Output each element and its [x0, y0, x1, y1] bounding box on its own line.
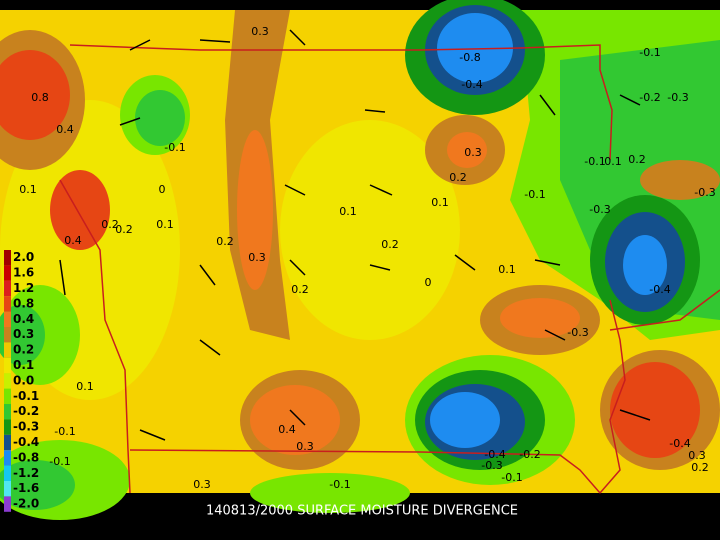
legend-swatch — [4, 357, 11, 374]
contour-label: 0.3 — [248, 251, 266, 264]
contour-label: -0.1 — [164, 141, 185, 154]
legend-label: -2.0 — [13, 497, 39, 511]
contour-label: 0.1 — [431, 196, 449, 209]
legend-swatch — [4, 311, 11, 327]
legend-swatch — [4, 388, 11, 404]
contour-label: 0.1 — [339, 205, 357, 218]
legend-label: -1.2 — [13, 466, 39, 480]
contour-label: 0.2 — [628, 153, 646, 166]
contour-label: 0.2 — [691, 461, 709, 474]
legend-label: 1.2 — [13, 281, 34, 295]
legend-label: 0.0 — [13, 373, 34, 387]
contour-label: 0.4 — [56, 123, 74, 136]
legend-label: 0.4 — [13, 312, 34, 326]
legend-label: 0.1 — [13, 358, 34, 372]
contour-label: -0.3 — [667, 91, 688, 104]
legend-swatch — [4, 296, 11, 312]
legend-label: 0.2 — [13, 343, 34, 357]
contour-label: 0.3 — [193, 478, 211, 491]
contour-label: -0.2 — [639, 91, 660, 104]
contour-label: -0.4 — [669, 437, 690, 450]
legend-swatch — [4, 465, 11, 481]
contour-label: 0.1 — [604, 155, 622, 168]
legend-swatch — [4, 342, 11, 358]
contour-label: 0.2 — [381, 238, 399, 251]
legend-swatch — [4, 265, 11, 281]
wind-barbs — [59, 29, 651, 441]
contour-label: 0.1 — [498, 263, 516, 276]
legend-swatch — [4, 481, 11, 497]
contour-label: 0.2 — [216, 235, 234, 248]
contour-label: 0.3 — [688, 449, 706, 462]
state-borders — [59, 44, 720, 494]
legend-label: -0.8 — [13, 450, 39, 464]
contour-label: -0.1 — [639, 46, 660, 59]
contour-label: 0.1 — [19, 183, 37, 196]
contour-label: 0 — [425, 276, 432, 289]
contour-label: -0.1 — [501, 471, 522, 484]
contour-label: 0.4 — [64, 234, 82, 247]
legend-label: 1.6 — [13, 266, 34, 280]
contour-label: -0.1 — [584, 155, 605, 168]
legend: 2.01.61.20.80.40.30.20.10.0-0.1-0.2-0.3-… — [4, 250, 39, 512]
contour-label: 0.8 — [31, 91, 49, 104]
contour-label: 0.2 — [101, 218, 119, 231]
contour-labels: 0.3-0.8-0.4-0.10.80.4-0.1-0.2 -0.30.30.2-… — [19, 25, 715, 491]
legend-label: -1.6 — [13, 481, 39, 495]
contour-label: 0.3 — [296, 440, 314, 453]
legend-label: 0.8 — [13, 296, 34, 310]
contour-label: -0.4 — [461, 78, 482, 91]
contour-label: -0.8 — [459, 51, 480, 64]
legend-swatch — [4, 450, 11, 466]
contour-label: 0.2 — [449, 171, 467, 184]
legend-swatch — [4, 496, 11, 512]
legend-swatch — [4, 419, 11, 435]
contour-label: -0.4 — [484, 448, 505, 461]
legend-swatch — [4, 280, 11, 297]
contour-label: -0.4 — [649, 283, 670, 296]
legend-label: -0.4 — [13, 435, 39, 449]
contour-label: 0.3 — [464, 146, 482, 159]
legend-label: 0.3 — [13, 327, 34, 341]
field — [0, 0, 720, 520]
contour-label: 0.1 — [156, 218, 174, 231]
legend-label: -0.1 — [13, 389, 39, 403]
legend-swatch — [4, 327, 11, 343]
contour-label: 0.2 — [115, 223, 133, 236]
legend-swatch — [4, 250, 11, 266]
legend-swatch — [4, 404, 11, 420]
contour-label: -0.3 — [694, 186, 715, 199]
contour-label: 0.2 — [291, 283, 309, 296]
contour-label: 0.4 — [278, 423, 296, 436]
map-title: 140813/2000 SURFACE MOISTURE DIVERGENCE — [206, 504, 518, 519]
contour-label: 0.3 — [251, 25, 269, 38]
contour-label: -0.1 — [49, 455, 70, 468]
contour-label: -0.3 — [589, 203, 610, 216]
contour-label: -0.3 — [481, 459, 502, 472]
legend-label: -0.2 — [13, 404, 39, 418]
contour-label: 0 — [159, 183, 166, 196]
legend-label: 2.0 — [13, 250, 34, 264]
legend-swatch — [4, 373, 11, 389]
contour-label: -0.1 — [524, 188, 545, 201]
legend-swatch — [4, 434, 11, 451]
contour-label: -0.2 — [519, 448, 540, 461]
contour-label: -0.3 — [567, 326, 588, 339]
legend-label: -0.3 — [13, 420, 39, 434]
contour-label: 0.1 — [76, 380, 94, 393]
contour-label: -0.1 — [329, 478, 350, 491]
contour-label: -0.1 — [54, 425, 75, 438]
